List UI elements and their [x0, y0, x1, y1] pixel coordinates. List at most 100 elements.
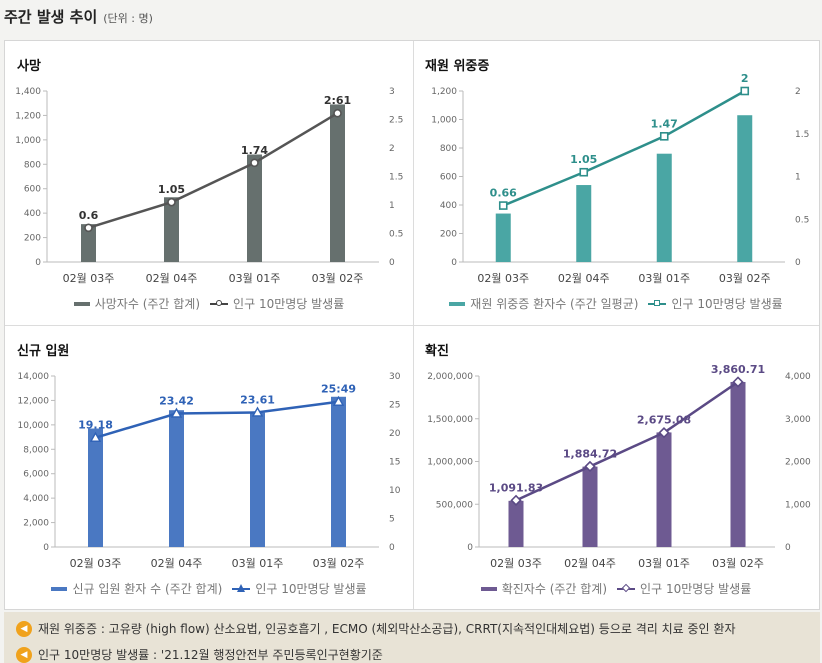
x-tick-label: 03월 01주: [232, 557, 284, 570]
bar: [331, 396, 346, 547]
y-left-tick-label: 2,000: [23, 519, 49, 529]
y-left-tick-label: 400: [24, 209, 41, 219]
rate-point: [84, 223, 93, 233]
footnote-item: ◀ 인구 10만명당 발생률 : '21.12월 행정안전부 주민등록인구현황기…: [16, 646, 383, 663]
rate-point: [740, 86, 750, 96]
data-label: 0.6: [79, 209, 99, 222]
chart-legend: 신규 입원 환자 수 (주간 합계) 인구 10만명당 발생률: [5, 580, 413, 597]
footnotes: ◀ 재원 위중증 : 고유량 (high flow) 산소요법, 인공호흡기 ,…: [4, 612, 820, 663]
legend-line-swatch: [232, 583, 251, 594]
data-label: 2,675.08: [637, 414, 691, 427]
chart-title: 확진: [425, 344, 449, 359]
rate-point: [89, 431, 102, 442]
x-tick-label: 02월 03주: [63, 272, 115, 285]
legend-line: 인구 10만명당 발생률: [617, 580, 751, 597]
legend-bar: 사망자수 (주간 합계): [73, 295, 200, 312]
y-left-tick-label: 12,000: [18, 396, 50, 406]
chart-title: 재원 위중증: [425, 59, 490, 74]
y-left-tick-label: 8,000: [23, 445, 49, 455]
legend-bar-swatch: [449, 301, 466, 306]
chart-panel-admissions: 신규 입원 0 2,000 4,000 6,000 8,000 10,000 12,000 1…: [5, 326, 414, 609]
bar: [508, 500, 524, 547]
chart-title: 사망: [17, 59, 41, 74]
bar: [88, 428, 103, 547]
unit-label: (단위 : 명): [103, 12, 153, 25]
rate-point: [170, 407, 183, 418]
y-left-tick-label: 600: [24, 185, 41, 195]
y-right-tick-label: 30: [389, 372, 401, 382]
legend-line: 인구 10만명당 발생률: [648, 295, 783, 312]
y-left-tick-label: 1,400: [15, 87, 41, 97]
rate-line: [95, 400, 339, 439]
legend-line-label: 인구 10만명당 발생률: [671, 297, 783, 311]
y-right-tick-label: 25: [389, 401, 400, 411]
y-left-tick-label: 14,000: [18, 372, 50, 382]
footnote-text: 인구 10만명당 발생률 : '21.12월 행정안전부 주민등록인구현황기준: [38, 648, 383, 662]
y-right-tick-label: 0: [389, 543, 395, 553]
y-left-tick-label: 400: [440, 201, 457, 211]
y-right-tick-label: 1.5: [795, 130, 809, 140]
data-label: 1,091.83: [489, 481, 543, 494]
y-right-tick-label: 3,000: [785, 415, 811, 425]
legend-bar-swatch: [51, 586, 68, 591]
x-tick-label: 02월 03주: [490, 557, 542, 570]
rate-point: [584, 460, 596, 473]
y-right-tick-label: 10: [389, 486, 401, 496]
rate-point: [510, 494, 522, 506]
legend-line-label: 인구 10만명당 발생률: [255, 582, 367, 596]
bar: [576, 185, 592, 262]
y-left-tick-label: 800: [24, 160, 41, 170]
rate-point: [332, 395, 345, 406]
y-right-tick-label: 1: [795, 173, 801, 183]
chart-title: 신규 입원: [17, 344, 70, 359]
bar: [250, 412, 265, 547]
speaker-icon: ◀: [16, 620, 32, 637]
y-left-tick-label: 200: [440, 230, 457, 240]
legend-bar: 재원 위중증 환자수 (주간 일평균): [449, 295, 638, 312]
chart-panel-deaths: 사망 0 200 400 600 800 1,000 1,200 1,400 0 0.5 1 1.5 2…: [5, 41, 414, 326]
bar: [582, 466, 598, 547]
data-label: 3,860.71: [711, 363, 765, 376]
y-left-tick-label: 1,500,000: [427, 415, 473, 425]
y-left-tick-label: 500,000: [436, 500, 473, 510]
rate-point: [250, 158, 259, 168]
x-tick-label: 03월 02주: [719, 272, 771, 285]
legend-bar-label: 확진자수 (주간 합계): [501, 582, 608, 596]
bar: [737, 115, 753, 262]
rate-line: [88, 112, 339, 229]
y-right-tick-label: 0: [795, 258, 801, 268]
y-left-tick-label: 4,000: [23, 494, 49, 504]
data-label: 23.42: [159, 395, 194, 408]
critical-chart: 0 200 400 600 800 1,000 1,200 0 0.5 1 1.5 2 02월 03주 0…: [431, 72, 809, 285]
x-tick-label: 03월 02주: [312, 272, 364, 285]
rate-point: [579, 167, 589, 177]
confirmed-chart: 0 500,000 1,000,000 1,500,000 2,000,000 0 1,00…: [427, 363, 811, 570]
data-label: 1.47: [651, 117, 678, 130]
chart-legend: 사망자수 (주간 합계) 인구 10만명당 발생률: [5, 295, 413, 312]
section-header: 주간 발생 추이 (단위 : 명): [4, 6, 153, 30]
y-left-tick-label: 0: [467, 543, 473, 553]
y-left-tick-label: 10,000: [18, 421, 50, 431]
chart-legend: 확진자수 (주간 합계) 인구 10만명당 발생률: [413, 580, 819, 597]
y-right-tick-label: 1.5: [389, 173, 403, 183]
footnote-text: 재원 위중증 : 고유량 (high flow) 산소요법, 인공호흡기 , E…: [38, 622, 736, 636]
legend-line-label: 인구 10만명당 발생률: [233, 297, 345, 311]
x-tick-label: 02월 03주: [70, 557, 122, 570]
y-left-tick-label: 1,200: [15, 111, 41, 121]
bar: [247, 154, 262, 262]
y-left-tick-label: 200: [24, 234, 41, 244]
y-left-tick-label: 0: [43, 543, 49, 553]
y-right-tick-label: 0.5: [389, 230, 403, 240]
bar: [169, 410, 184, 547]
deaths-chart: 0 200 400 600 800 1,000 1,200 1,400 0 0.5 1 1.5 2 2.5…: [15, 87, 403, 285]
y-right-tick-label: 2.5: [389, 116, 403, 126]
bar: [164, 197, 179, 262]
x-tick-label: 02월 03주: [477, 272, 529, 285]
legend-bar-label: 재원 위중증 환자수 (주간 일평균): [470, 297, 639, 311]
y-right-tick-label: 3: [389, 87, 395, 97]
x-tick-label: 02월 04주: [146, 272, 198, 285]
footnote-item: ◀ 재원 위중증 : 고유량 (high flow) 산소요법, 인공호흡기 ,…: [16, 620, 735, 637]
chart-panel-critical: 재원 위중증 0 200 400 600 800 1,000 1,200 0 0.5 1 1.5 2 0…: [413, 41, 819, 326]
rate-line: [502, 89, 746, 207]
y-right-tick-label: 2: [389, 144, 395, 154]
